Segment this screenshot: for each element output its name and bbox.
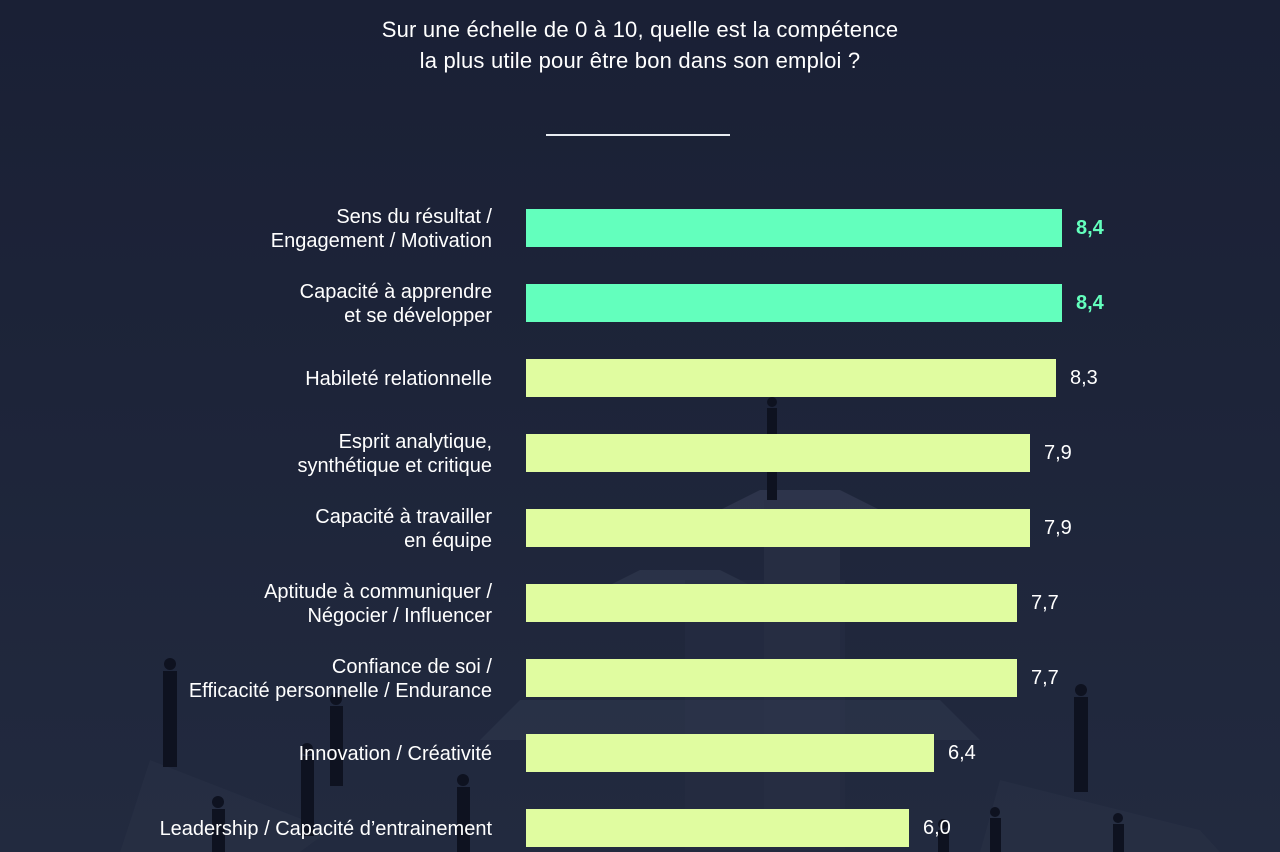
category-label-line: Engagement / Motivation <box>270 230 492 252</box>
people-silhouettes <box>163 397 1124 852</box>
category-label-line: Confiance de soi / <box>331 656 492 678</box>
value-label: 7,9 <box>1044 442 1072 464</box>
value-label: 8,4 <box>1076 217 1104 239</box>
category-label-line: Habileté relationnelle <box>305 368 492 390</box>
category-label-line: Sens du résultat / <box>336 206 492 228</box>
bar <box>526 734 934 772</box>
bar <box>526 359 1056 397</box>
bar <box>526 284 1062 322</box>
category-label-line: synthétique et critique <box>297 455 492 477</box>
bar <box>526 434 1030 472</box>
category-label: Esprit analytique, synthétique et critiqu… <box>297 430 492 478</box>
value-label: 7,7 <box>1031 592 1059 614</box>
category-label-line: Innovation / Créativité <box>298 743 492 765</box>
bar <box>526 584 1017 622</box>
category-label: Capacité à apprendre et se développer <box>300 280 492 328</box>
category-label-line: Capacité à apprendre <box>299 281 492 303</box>
category-label-line: Négocier / Influencer <box>307 605 492 627</box>
category-label: Aptitude à communiquer / Négocier / Influ… <box>264 580 492 628</box>
bar <box>526 809 909 847</box>
bar <box>526 209 1062 247</box>
category-label-line: en équipe <box>404 530 492 552</box>
chart-title-line-1: Sur une échelle de 0 à 10, quelle est la… <box>381 17 899 42</box>
value-label: 8,4 <box>1076 292 1104 314</box>
category-label-line: Aptitude à communiquer / <box>264 581 492 603</box>
value-label: 6,0 <box>923 817 951 839</box>
value-label: 7,7 <box>1031 667 1059 689</box>
category-label: Capacité à travailler en équipe <box>315 505 492 553</box>
chart-title-line-2: la plus utile pour être bon dans son emp… <box>419 48 861 73</box>
value-label: 7,9 <box>1044 517 1072 539</box>
category-label: Sens du résultat / Engagement / Motivatio… <box>271 205 492 253</box>
category-label: Confiance de soi / Efficacité personnelle… <box>189 655 492 703</box>
category-label: Leadership / Capacité d’entrainement <box>160 817 492 841</box>
value-label: 8,3 <box>1070 367 1098 389</box>
title-divider <box>546 134 730 136</box>
category-label-line: Esprit analytique, <box>338 431 492 453</box>
chart-title: Sur une échelle de 0 à 10, quelle est la… <box>240 14 1040 76</box>
category-label-line: et se développer <box>344 305 492 327</box>
category-label: Habileté relationnelle <box>305 367 492 391</box>
category-label-line: Leadership / Capacité d’entrainement <box>159 818 492 840</box>
bar <box>526 509 1030 547</box>
value-label: 6,4 <box>948 742 976 764</box>
category-label-line: Capacité à travailler <box>315 506 492 528</box>
category-label-line: Efficacité personnelle / Endurance <box>188 680 492 702</box>
category-label: Innovation / Créativité <box>299 742 492 766</box>
bar <box>526 659 1017 697</box>
